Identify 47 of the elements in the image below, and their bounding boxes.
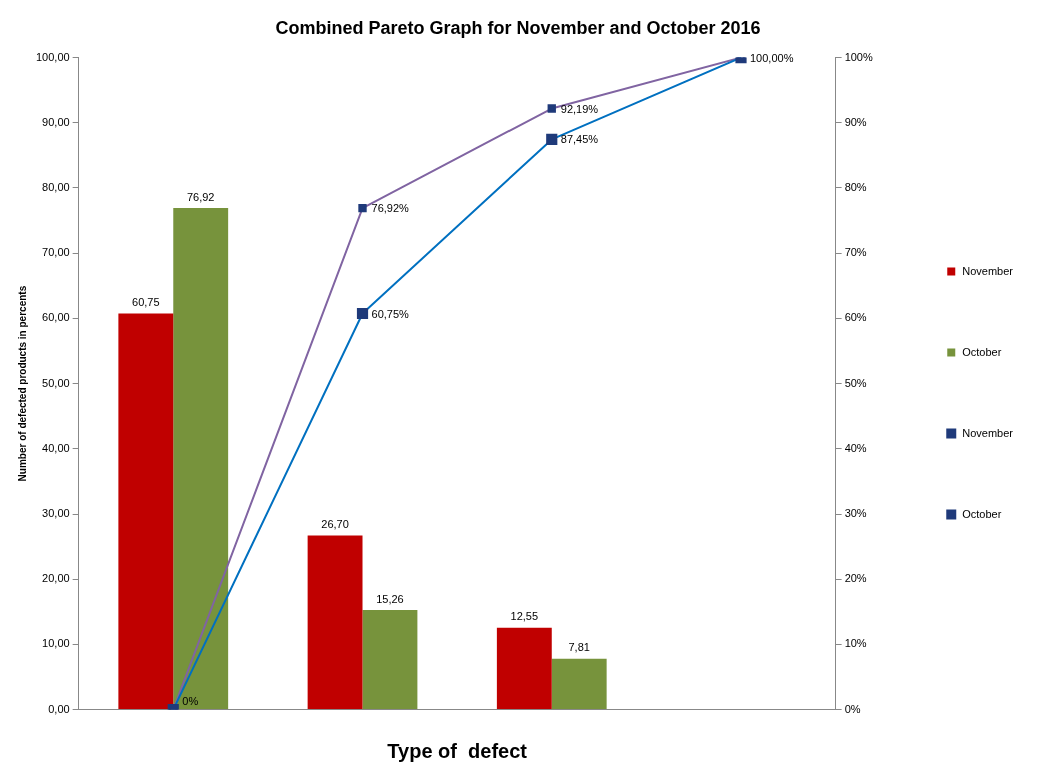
- bar: [362, 610, 418, 710]
- bar: [307, 535, 363, 710]
- y2-tick-label: 20%: [844, 572, 867, 585]
- chart-title: Combined Pareto Graph for November and October 2016: [275, 17, 761, 38]
- data-label: 87,45%: [560, 133, 599, 146]
- data-label: 26,70: [321, 518, 349, 531]
- data-label: 92,19%: [560, 102, 599, 115]
- y-tick-label: 70,00: [42, 246, 70, 259]
- y-tick-label: 90,00: [42, 115, 70, 128]
- data-label: 60,75%: [371, 307, 410, 320]
- data-label: 15,26: [376, 592, 404, 605]
- y2-tick-label: 50%: [844, 376, 867, 389]
- y2-tick-label: 100%: [844, 50, 873, 63]
- y2-tick-label: 60%: [844, 311, 867, 324]
- legend-label: November: [962, 264, 1014, 277]
- y-tick-label: 10,00: [42, 637, 70, 650]
- y-tick-label: 100,00: [35, 50, 70, 63]
- legend-label: October: [962, 345, 1002, 358]
- y-tick-label: 50,00: [42, 376, 70, 389]
- data-label: 100,00%: [750, 51, 794, 64]
- x-axis-title: Type of defect: [387, 739, 528, 762]
- data-label: 60,75: [132, 296, 160, 309]
- bar: [496, 627, 552, 710]
- y2-tick-label: 40%: [844, 441, 867, 454]
- bar: [173, 208, 229, 710]
- y-tick-label: 0,00: [48, 702, 70, 715]
- bar: [551, 658, 607, 710]
- y-tick-label: 60,00: [42, 311, 70, 324]
- y2-tick-label: 10%: [844, 637, 867, 650]
- y-tick-label: 80,00: [42, 181, 70, 194]
- y2-tick-label: 90%: [844, 115, 867, 128]
- y-tick-label: 20,00: [42, 572, 70, 585]
- bar: [118, 313, 174, 710]
- y-tick-label: 30,00: [42, 507, 70, 520]
- y2-tick-label: 30%: [844, 507, 867, 520]
- y-axis-title: Number of defected products in percents: [16, 285, 28, 482]
- data-label: 12,55: [510, 610, 539, 623]
- y2-tick-label: 70%: [844, 246, 867, 259]
- y2-tick-label: 0%: [844, 702, 861, 715]
- legend-label: October: [962, 507, 1002, 520]
- data-label: 7,81: [568, 641, 590, 654]
- legend-label: November: [962, 426, 1014, 439]
- y-tick-label: 40,00: [42, 441, 70, 454]
- data-label: 0%: [182, 694, 199, 707]
- data-label: 76,92: [186, 190, 215, 203]
- data-label: 76,92%: [371, 202, 410, 215]
- y2-tick-label: 80%: [844, 181, 867, 194]
